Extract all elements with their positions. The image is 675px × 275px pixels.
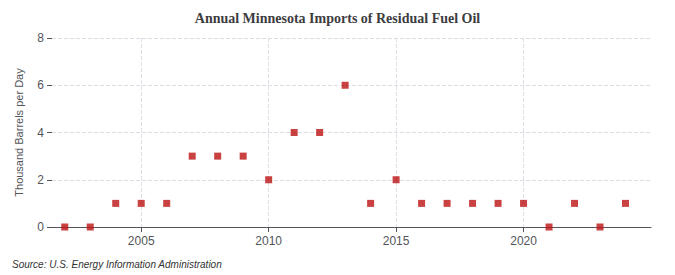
svg-text:2: 2 [37,173,44,187]
svg-text:Source: U.S. Energy Informatio: Source: U.S. Energy Information Administ… [12,259,222,270]
svg-text:2010: 2010 [255,234,282,248]
svg-text:0: 0 [37,220,44,234]
svg-text:Annual Minnesota Imports of Re: Annual Minnesota Imports of Residual Fue… [195,11,481,26]
svg-text:2005: 2005 [128,234,155,248]
svg-text:2020: 2020 [510,234,537,248]
svg-text:Thousand Barrels per Day: Thousand Barrels per Day [13,68,25,197]
svg-text:2015: 2015 [383,234,410,248]
svg-text:6: 6 [37,78,44,92]
svg-text:4: 4 [37,126,44,140]
svg-text:8: 8 [37,31,44,45]
